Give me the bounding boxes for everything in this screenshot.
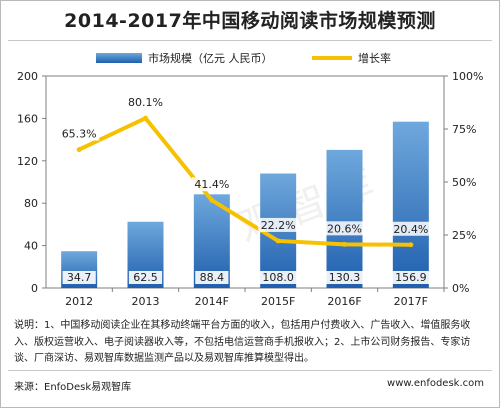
- y-left-tick-label: 160: [17, 112, 38, 125]
- growth-line: [78, 116, 411, 247]
- bar-value-label: 62.5: [133, 271, 158, 284]
- growth-value-label: 41.4%: [194, 178, 229, 191]
- y-right-tick-label: 25%: [452, 229, 476, 242]
- bar-label-bg: [195, 271, 229, 284]
- x-tick-label: 2012: [65, 295, 93, 308]
- y-left-tick-label: 0: [31, 282, 38, 295]
- title-divider: [8, 40, 492, 41]
- bar-label-bg: [390, 271, 431, 284]
- bar-label-bg: [258, 271, 299, 284]
- bar-value-label: 88.4: [200, 271, 225, 284]
- source-text: 来源：EnfoDesk易观智库: [14, 382, 132, 393]
- bar-value-label: 108.0: [262, 271, 294, 284]
- growth-point: [76, 147, 82, 153]
- growth-value-label: 22.2%: [261, 219, 296, 232]
- x-tick-label: 2015F: [261, 295, 295, 308]
- y-right-tick-label: 50%: [452, 176, 476, 189]
- growth-point: [143, 115, 148, 121]
- growth-value-label: 80.1%: [128, 96, 163, 109]
- x-tick-label: 2016F: [327, 295, 361, 308]
- growth-point: [275, 238, 281, 244]
- bar-label-bg: [62, 271, 96, 284]
- y-right-tick-label: 75%: [452, 123, 476, 136]
- legend-bar-label: 市场规模（亿元 人民币）: [148, 51, 273, 65]
- bar-value-label: 34.7: [67, 271, 92, 284]
- y-left-tick-label: 120: [17, 155, 38, 168]
- growth-value-label: 20.6%: [327, 222, 362, 235]
- y-right-tick-label: 100%: [452, 70, 483, 83]
- legend-line-label: 增长率: [358, 51, 391, 65]
- growth-label-bg: [258, 217, 299, 232]
- growth-value-label: 65.3%: [62, 128, 97, 141]
- x-tick-label: 2017F: [394, 295, 428, 308]
- y-left-tick-label: 200: [17, 70, 38, 83]
- y-left-tick-label: 40: [24, 240, 38, 253]
- chart-note: 说明：1、中国移动阅读企业在其移动终端平台方面的收入，包括用户付费收入、广告收入…: [14, 320, 471, 364]
- y-right-tick-label: 0%: [452, 282, 469, 295]
- growth-label-bg: [59, 126, 100, 141]
- bar-label-bg: [128, 271, 163, 284]
- legend-bar-swatch: [96, 53, 142, 63]
- y-left-tick-label: 80: [24, 197, 38, 210]
- growth-label-bg: [390, 221, 431, 236]
- growth-value-label: 20.4%: [393, 223, 428, 236]
- bar-value-label: 130.3: [329, 271, 361, 284]
- growth-point: [408, 242, 414, 248]
- x-tick-label: 2013: [132, 295, 160, 308]
- growth-label-bg: [125, 95, 166, 110]
- growth-label-bg: [324, 221, 365, 236]
- note-divider: [8, 370, 492, 371]
- bar-label-bg: [324, 271, 365, 284]
- bar: [392, 121, 429, 288]
- chart-plot: 0 40 80 120 160 200 0% 25% 50% 75% 100% 34.7 62.5 88.…: [17, 51, 483, 308]
- growth-point: [342, 241, 347, 247]
- bar-value-label: 156.9: [395, 271, 427, 284]
- growth-label-bg: [191, 177, 232, 192]
- growth-point: [209, 197, 215, 203]
- bar: [326, 149, 363, 288]
- x-tick-label: 2014F: [195, 295, 229, 308]
- chart-title: 2014-2017年中国移动阅读市场规模预测: [64, 10, 436, 32]
- site-url: www.enfodesk.com: [387, 378, 484, 389]
